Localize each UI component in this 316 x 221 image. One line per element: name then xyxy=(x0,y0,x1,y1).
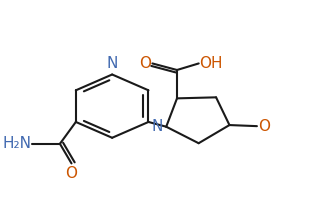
Text: N: N xyxy=(106,56,118,71)
Text: OH: OH xyxy=(200,56,223,71)
Text: N: N xyxy=(152,119,163,134)
Text: O: O xyxy=(258,119,270,134)
Text: O: O xyxy=(65,166,77,181)
Text: O: O xyxy=(139,56,151,71)
Text: H₂N: H₂N xyxy=(2,136,31,151)
